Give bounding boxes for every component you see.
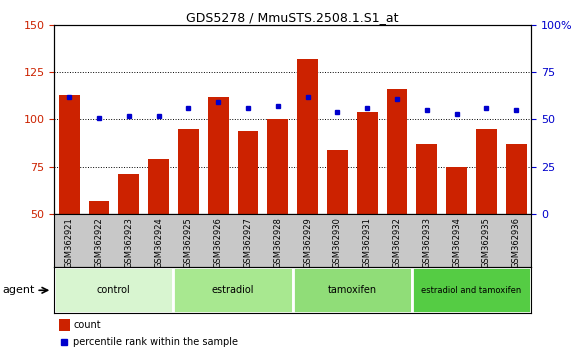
Title: GDS5278 / MmuSTS.2508.1.S1_at: GDS5278 / MmuSTS.2508.1.S1_at xyxy=(186,11,399,24)
Bar xyxy=(174,267,292,313)
Bar xyxy=(476,129,497,214)
Text: tamoxifen: tamoxifen xyxy=(328,285,377,295)
Text: estradiol: estradiol xyxy=(212,285,254,295)
Bar xyxy=(416,144,437,214)
Text: GSM362934: GSM362934 xyxy=(452,217,461,268)
Bar xyxy=(238,131,258,214)
Bar xyxy=(89,201,110,214)
Text: control: control xyxy=(97,285,131,295)
Bar xyxy=(327,150,348,214)
Bar xyxy=(412,267,531,313)
Bar xyxy=(292,267,412,313)
Text: GSM362932: GSM362932 xyxy=(392,217,401,268)
Text: GSM362931: GSM362931 xyxy=(363,217,372,268)
Text: GSM362935: GSM362935 xyxy=(482,217,491,268)
Bar xyxy=(148,159,169,214)
Text: percentile rank within the sample: percentile rank within the sample xyxy=(73,337,238,347)
Bar xyxy=(118,175,139,214)
Bar xyxy=(59,95,79,214)
Bar xyxy=(267,119,288,214)
Text: GSM362925: GSM362925 xyxy=(184,217,193,268)
Text: GSM362923: GSM362923 xyxy=(124,217,133,268)
Bar xyxy=(446,167,467,214)
Bar xyxy=(59,319,70,331)
Text: GSM362928: GSM362928 xyxy=(274,217,282,268)
Text: GSM362924: GSM362924 xyxy=(154,217,163,268)
Text: GSM362933: GSM362933 xyxy=(422,217,431,268)
Text: GSM362929: GSM362929 xyxy=(303,217,312,268)
Text: GSM362926: GSM362926 xyxy=(214,217,223,268)
Bar xyxy=(208,97,228,214)
Bar xyxy=(178,129,199,214)
Bar xyxy=(297,59,318,214)
Text: GSM362936: GSM362936 xyxy=(512,217,521,268)
Text: GSM362922: GSM362922 xyxy=(94,217,103,268)
Text: estradiol and tamoxifen: estradiol and tamoxifen xyxy=(421,286,521,295)
Text: GSM362930: GSM362930 xyxy=(333,217,342,268)
Text: GSM362927: GSM362927 xyxy=(243,217,252,268)
Text: agent: agent xyxy=(3,285,35,295)
Text: GSM362921: GSM362921 xyxy=(65,217,74,268)
Bar xyxy=(357,112,377,214)
Text: count: count xyxy=(73,320,101,330)
Bar xyxy=(506,144,526,214)
Bar xyxy=(387,89,407,214)
Bar xyxy=(54,267,174,313)
